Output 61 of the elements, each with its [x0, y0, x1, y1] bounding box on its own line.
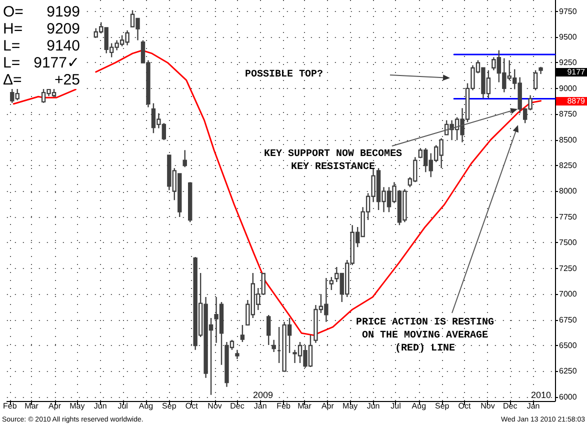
x-tick-label: May [70, 402, 85, 410]
candlestick [235, 349, 240, 360]
x-tick-label: Apr [48, 402, 62, 410]
y-tick-label: 9000 [559, 84, 578, 93]
y-tick-label: 6750 [559, 315, 578, 324]
x-tick-label: Sep [434, 402, 450, 410]
y-tick-label: 6000 [559, 392, 578, 402]
x-tick-label: Mar [298, 402, 312, 410]
y-tick-label: 7000 [559, 290, 578, 299]
x-tick-label: Oct [185, 402, 199, 410]
candlestick [272, 339, 276, 353]
candlestick [538, 66, 543, 75]
x-tick-label: Sep [162, 402, 177, 410]
y-tick-label: 9750 [559, 6, 578, 16]
x-tick-label: Aug [138, 402, 154, 410]
x-tick-label: Nov [208, 402, 222, 410]
annotation: PRICE ACTION IS RESTING ON THE MOVING AVERAGE (RED) LINE [356, 318, 494, 354]
x-tick-label: Jul [390, 402, 402, 410]
annotation: POSSIBLE TOP? [245, 70, 324, 80]
candlestick [533, 70, 538, 91]
x-tick-label: Jan [254, 402, 267, 410]
text: 8879 [567, 96, 586, 106]
annotation: L= 9177✓ [3, 54, 80, 72]
candlestick [329, 276, 334, 291]
x-tick-label: Aug [412, 402, 426, 410]
x-tick-label: Mar [24, 402, 39, 410]
y-tick-label: 8750 [559, 110, 578, 119]
y-tick-label: 7500 [559, 238, 578, 248]
y-tick-label: 8250 [559, 161, 578, 170]
text: 9177 [567, 68, 586, 76]
x-tick-label: Feb [276, 402, 292, 410]
x-tick-label: Dec [230, 402, 244, 410]
y-tick-label: 8000 [559, 186, 578, 196]
candlestick [266, 314, 271, 346]
candlestick [188, 181, 192, 223]
candlestick [240, 324, 245, 343]
y-tick-label: 7250 [559, 264, 578, 273]
text: O= 9199 [3, 4, 80, 20]
x-tick-label: May [342, 402, 358, 410]
x-tick-label: Feb [2, 402, 18, 410]
y-tick-label: 7750 [559, 212, 578, 222]
candlestick [182, 150, 187, 168]
y-tick-label: 8500 [559, 135, 578, 144]
x-tick-label: Apr [321, 402, 334, 410]
text: L= 9140 [3, 38, 80, 54]
annotation: 2009 [252, 390, 274, 400]
x-tick-label: Jul [118, 402, 128, 410]
text: Δ= +25 [3, 72, 80, 88]
annotation: 2010 [530, 390, 552, 400]
x-tick-label: Jun [94, 402, 107, 410]
x-tick-label: Dec [503, 402, 518, 410]
x-tick-label: Jan [526, 402, 540, 410]
x-tick-label: Nov [480, 402, 495, 410]
y-tick-label: 6250 [559, 366, 578, 376]
annotation: KEY SUPPORT NOW BECOMES KEY RESISTANCE [264, 149, 402, 173]
y-tick-label: 9500 [559, 32, 578, 42]
x-tick-label: Oct [458, 402, 472, 410]
x-tick-label: Jun [366, 402, 380, 410]
y-tick-label: 9250 [559, 58, 578, 68]
y-tick-label: 6500 [559, 340, 578, 350]
text: H= 9209 [3, 20, 80, 38]
